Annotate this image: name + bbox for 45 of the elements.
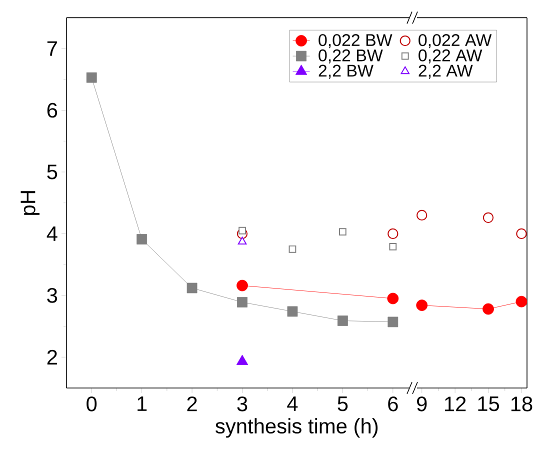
point <box>482 212 494 223</box>
legend-label: 0,022 AW <box>418 34 492 48</box>
x-tick-label: 15 <box>478 396 500 412</box>
point <box>337 316 348 326</box>
point <box>388 228 398 240</box>
legend-label: 0,22 AW <box>418 49 482 64</box>
x-tick-label: 5 <box>338 396 348 412</box>
point <box>482 303 494 315</box>
point <box>516 296 528 308</box>
x-tick-label: 4 <box>287 396 298 411</box>
point <box>186 282 198 294</box>
legend-label: 0,022 BW <box>318 34 392 48</box>
legend-label: 0,22 BW <box>318 49 383 64</box>
point <box>389 242 397 250</box>
point <box>516 228 527 240</box>
x-tick-label: 18 <box>511 396 532 412</box>
point <box>236 280 248 292</box>
y-axis-title: pH <box>20 191 40 215</box>
point <box>387 292 399 304</box>
y-tick-label: 7 <box>47 41 57 56</box>
point <box>86 72 97 83</box>
y-tick-label: 6 <box>47 102 58 118</box>
legend-label: 2,2 AW <box>418 64 473 79</box>
y-tick-label: 5 <box>47 164 58 180</box>
point <box>288 245 296 253</box>
legend-label: 2,2 BW <box>318 64 374 79</box>
x-tick-label: 3 <box>237 396 248 412</box>
y-tick-label: 3 <box>47 288 58 303</box>
point <box>416 210 428 220</box>
x-tick-label: 1 <box>138 396 147 411</box>
point <box>416 300 428 311</box>
y-tick-label: 4 <box>46 226 58 241</box>
x-tick-label: 2 <box>187 396 197 412</box>
point <box>136 234 148 244</box>
y-tick-label: 2 <box>47 350 57 364</box>
x-tick-label: 12 <box>445 396 466 412</box>
point <box>287 306 298 317</box>
x-tick-label: 6 <box>388 396 398 412</box>
x-tick-label: 9 <box>417 396 427 412</box>
x-axis-title: synthesis time (h) <box>216 418 378 438</box>
point <box>338 228 346 236</box>
point <box>238 236 247 244</box>
point <box>237 297 248 308</box>
point <box>388 316 398 328</box>
x-tick-label: 0 <box>86 396 97 412</box>
